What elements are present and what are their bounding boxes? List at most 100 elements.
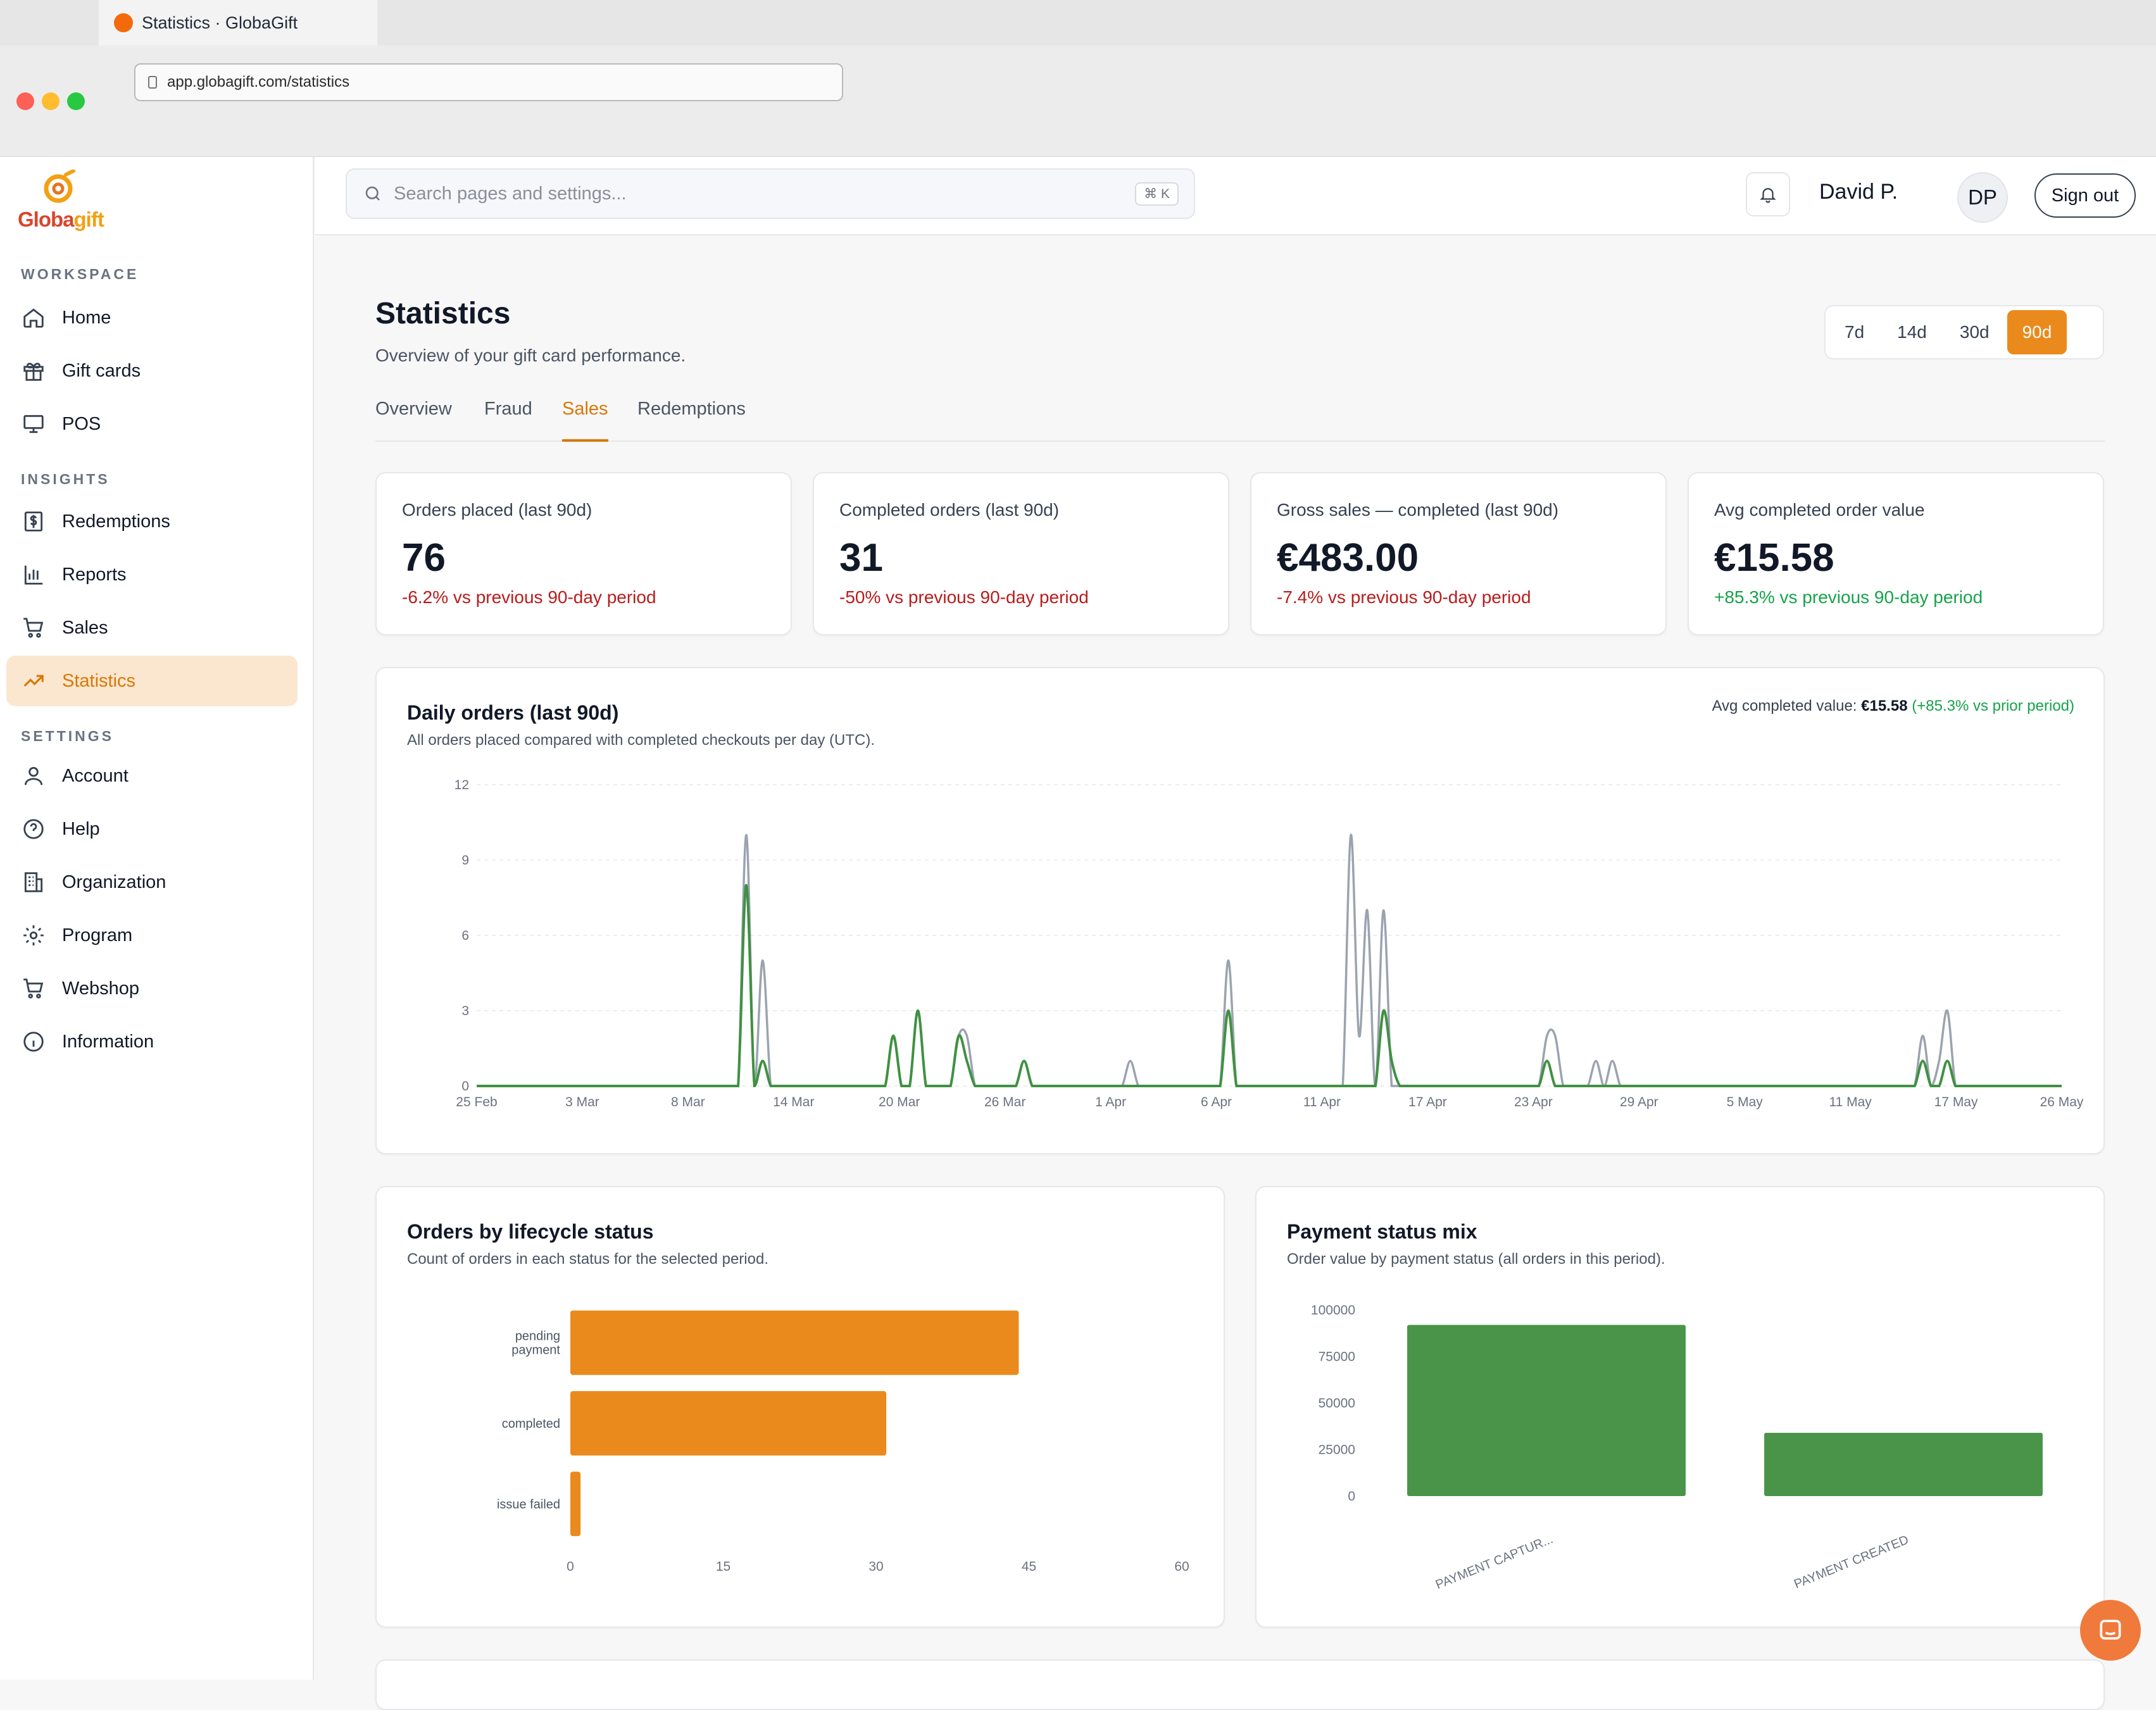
page-subtitle: Overview of your gift card performance. xyxy=(375,346,686,365)
tab-overview[interactable]: Overview xyxy=(375,399,452,419)
tab-redemptions[interactable]: Redemptions xyxy=(637,399,746,419)
address-bar[interactable]: app.globagift.com/statistics xyxy=(134,63,843,101)
sidebar-item-label: Home xyxy=(62,307,111,328)
kpi-card-orders-placed: Orders placed (last 90d) 76 -6.2% vs pre… xyxy=(375,472,792,635)
window-minimize-icon[interactable] xyxy=(42,92,60,110)
notifications-button[interactable] xyxy=(1746,172,1790,216)
range-30d-button[interactable]: 30d xyxy=(1959,322,1990,342)
kpi-label: Avg completed order value xyxy=(1714,500,1925,520)
chart-title: Orders by lifecycle status xyxy=(407,1220,654,1243)
search-placeholder: Search pages and settings... xyxy=(394,183,627,204)
url-text: app.globagift.com/statistics xyxy=(167,73,350,90)
payment-status-bar-chart: 0 25000 50000 75000 100000 PAYMENT CAPTUR... P… xyxy=(1311,1303,2043,1592)
x-tick-label: 17 May xyxy=(1934,1095,1978,1109)
sidebar-item-program[interactable]: Program xyxy=(6,910,298,961)
browser-tab-bar: Statistics · GlobaGift xyxy=(0,0,2156,46)
avg-delta: (+85.3% vs prior period) xyxy=(1912,697,2074,715)
category-label: PAYMENT CREATED xyxy=(1792,1533,1910,1592)
sidebar-item-sales[interactable]: Sales xyxy=(6,602,298,653)
bell-icon xyxy=(1760,188,1776,203)
bar-issue-failed xyxy=(570,1471,581,1537)
sidebar-item-label: Program xyxy=(62,925,133,945)
nav-section-settings: SETTINGS xyxy=(21,728,115,744)
sidebar-item-label: Organization xyxy=(62,871,166,892)
range-7d-button[interactable]: 7d xyxy=(1845,322,1865,342)
x-tick-label: 6 Apr xyxy=(1201,1095,1232,1109)
kpi-value: 76 xyxy=(402,536,446,580)
gift-icon xyxy=(23,363,44,381)
window-maximize-icon[interactable] xyxy=(67,92,85,110)
sidebar-item-pos[interactable]: POS xyxy=(6,399,298,449)
date-range-selector: 7d 14d 30d 90d xyxy=(1824,305,2104,359)
avg-label: Avg completed value: xyxy=(1712,697,1857,715)
x-tick-label: 60 xyxy=(1174,1559,1189,1574)
browser-tab-title: Statistics · GlobaGift xyxy=(142,13,298,32)
category-label: PAYMENT CAPTUR... xyxy=(1434,1532,1555,1592)
home-icon xyxy=(23,308,44,328)
page-title: Statistics xyxy=(375,297,511,330)
sidebar-item-reports[interactable]: Reports xyxy=(6,549,298,600)
dollar-icon xyxy=(24,511,43,532)
sidebar-item-label: Reports xyxy=(62,564,127,585)
y-tick-label: 3 xyxy=(461,1004,469,1018)
x-tick-label: 20 Mar xyxy=(879,1095,920,1109)
series-line-completed-orders xyxy=(477,883,2062,1088)
kpi-value: €15.58 xyxy=(1714,536,1834,580)
range-14d-button[interactable]: 14d xyxy=(1897,322,1927,342)
sidebar-item-account[interactable]: Account xyxy=(6,751,298,801)
tab-sales[interactable]: Sales xyxy=(562,399,608,442)
x-tick-label: 3 Mar xyxy=(565,1095,599,1109)
browser-tab[interactable]: Statistics · GlobaGift xyxy=(99,0,377,46)
daily-orders-line-chart: 0 3 6 9 12 25 Feb 3 Mar 8 Mar 14 Mar 20 Mar 26 Mar… xyxy=(454,778,2084,1109)
sidebar-item-information[interactable]: Information xyxy=(6,1016,298,1067)
x-tick-label: 11 May xyxy=(1829,1095,1872,1109)
logo-wordmark: Globagift xyxy=(18,208,104,231)
kpi-label: Gross sales — completed (last 90d) xyxy=(1277,500,1559,520)
range-90d-button[interactable]: 90d xyxy=(2007,310,2067,354)
search-icon xyxy=(365,186,380,201)
x-tick-label: 5 May xyxy=(1727,1095,1764,1109)
y-tick-label: 0 xyxy=(1348,1489,1355,1504)
x-tick-label: 15 xyxy=(716,1559,730,1574)
nav-section-workspace: WORKSPACE xyxy=(21,266,139,282)
y-tick-label: 50000 xyxy=(1319,1396,1355,1411)
category-label: pending xyxy=(515,1330,560,1344)
x-tick-label: 45 xyxy=(1022,1559,1036,1574)
logo-mark-icon xyxy=(44,170,75,203)
sidebar-item-label: Redemptions xyxy=(62,511,170,532)
window-close-icon[interactable] xyxy=(16,92,34,110)
sign-out-button[interactable]: Sign out xyxy=(2034,173,2136,218)
chart-title: Payment status mix xyxy=(1287,1220,1477,1243)
kpi-value: €483.00 xyxy=(1277,536,1419,580)
tab-fraud[interactable]: Fraud xyxy=(484,399,532,419)
kpi-card-avg-order-value: Avg completed order value €15.58 +85.3% … xyxy=(1688,472,2104,635)
sidebar-item-webshop[interactable]: Webshop xyxy=(6,963,298,1014)
y-tick-label: 6 xyxy=(461,928,469,943)
y-tick-label: 9 xyxy=(461,853,469,868)
x-tick-label: 26 Mar xyxy=(984,1095,1025,1109)
kpi-value: 31 xyxy=(839,536,883,580)
search-input[interactable]: Search pages and settings... ⌘ K xyxy=(346,168,1195,219)
sidebar-item-label: Gift cards xyxy=(62,360,141,381)
chart-title: Daily orders (last 90d) xyxy=(407,701,619,724)
x-tick-label: 23 Apr xyxy=(1514,1095,1553,1109)
sidebar-item-gift-cards[interactable]: Gift cards xyxy=(6,346,298,396)
chat-icon xyxy=(2100,1620,2121,1640)
bar-chart-icon xyxy=(24,565,43,585)
chat-launcher-button[interactable] xyxy=(2080,1600,2141,1661)
chart-subtitle: Order value by payment status (all order… xyxy=(1287,1251,1665,1268)
globagift-logo[interactable]: Globagift xyxy=(18,170,132,239)
sidebar-item-home[interactable]: Home xyxy=(6,292,298,343)
y-tick-label: 100000 xyxy=(1311,1303,1355,1318)
sidebar-item-statistics[interactable]: Statistics xyxy=(6,656,298,706)
avatar[interactable]: DP xyxy=(1957,172,2008,223)
sidebar-item-redemptions[interactable]: Redemptions xyxy=(6,496,298,547)
y-tick-label: 25000 xyxy=(1319,1443,1355,1457)
sidebar-item-label: Information xyxy=(62,1031,154,1052)
user-name: David P. xyxy=(1819,180,1898,204)
sidebar-item-help[interactable]: Help xyxy=(6,804,298,854)
sidebar-item-organization[interactable]: Organization xyxy=(6,857,298,908)
category-label: payment xyxy=(511,1344,560,1357)
category-label: issue failed xyxy=(497,1497,560,1511)
x-tick-label: 30 xyxy=(868,1559,883,1574)
